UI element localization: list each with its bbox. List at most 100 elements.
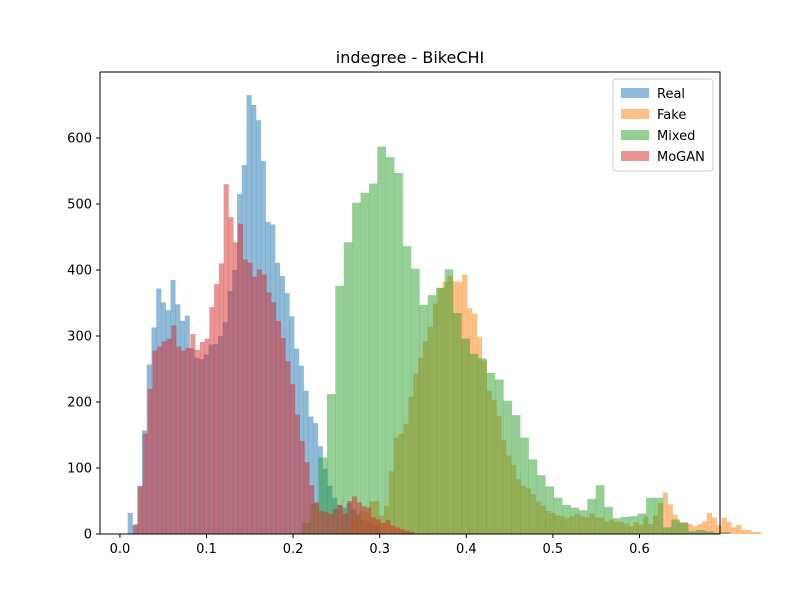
- bar-mixed: [562, 504, 571, 534]
- bar-mogan: [261, 274, 267, 534]
- bar-mixed: [620, 516, 630, 534]
- bar-mogan: [242, 259, 248, 534]
- bar-mixed: [486, 372, 496, 534]
- bar-fake: [692, 526, 698, 534]
- bar-mogan: [237, 223, 243, 535]
- y-tick-label: 300: [67, 330, 92, 345]
- bar-mixed: [326, 394, 336, 534]
- bar-mogan: [328, 513, 334, 534]
- bar-mogan: [195, 349, 201, 534]
- chart-title: indegree - BikeCHI: [336, 48, 484, 67]
- bar-mixed: [671, 519, 681, 534]
- bar-fake: [755, 532, 761, 534]
- bar-layer: [127, 95, 761, 535]
- bar-mixed: [444, 269, 454, 534]
- bar-mixed: [553, 497, 563, 534]
- bar-mixed: [352, 202, 361, 534]
- bar-mogan: [290, 384, 296, 534]
- bar-mogan: [275, 320, 281, 534]
- legend-label-mogan: MoGAN: [657, 150, 705, 165]
- y-tick-label: 600: [67, 132, 92, 147]
- bar-mogan: [332, 508, 339, 534]
- x-tick-label: 0.5: [543, 542, 564, 557]
- series-mogan: [133, 184, 415, 535]
- bar-mixed: [721, 532, 731, 534]
- x-tick-label: 0.0: [110, 542, 131, 557]
- bar-mixed: [385, 157, 395, 534]
- bar-mixed: [360, 192, 370, 534]
- bar-mogan: [185, 347, 191, 534]
- bar-mixed: [679, 522, 689, 534]
- bar-mogan: [304, 462, 310, 534]
- bar-mixed: [704, 531, 714, 534]
- bar-mixed: [478, 358, 487, 534]
- bar-mixed: [469, 353, 479, 534]
- bar-fake: [697, 524, 703, 534]
- bar-mogan: [385, 520, 391, 534]
- bar-mixed: [528, 459, 538, 534]
- bar-mogan: [133, 524, 139, 534]
- bar-mogan: [375, 519, 381, 534]
- bar-mixed: [335, 285, 345, 534]
- bar-mogan: [190, 334, 196, 534]
- bar-mogan: [252, 276, 258, 534]
- bar-mogan: [323, 512, 329, 534]
- bar-mogan: [147, 388, 153, 534]
- bar-mixed: [461, 338, 471, 534]
- bar-mogan: [214, 283, 220, 534]
- bar-mixed: [587, 499, 597, 534]
- bar-mixed: [494, 379, 504, 534]
- bar-mogan: [223, 184, 229, 534]
- y-tick-label: 100: [67, 462, 92, 477]
- bar-mixed: [410, 268, 420, 534]
- bar-mixed: [503, 400, 513, 534]
- bar-mogan: [313, 502, 320, 534]
- x-axis: 0.0 0.1 0.2 0.3 0.4 0.5 0.6: [110, 534, 650, 557]
- bar-mogan: [342, 513, 348, 534]
- bar-mixed: [604, 506, 613, 534]
- bar-fake: [711, 517, 717, 534]
- bar-mixed: [343, 242, 353, 534]
- bar-mixed: [402, 246, 412, 535]
- legend-box: [612, 78, 714, 172]
- y-axis: 0 100 200 300 400 500 600: [67, 132, 100, 543]
- bar-mogan: [280, 337, 286, 534]
- bar-mogan: [299, 440, 305, 534]
- bar-mogan: [152, 350, 158, 534]
- bar-mogan: [380, 522, 386, 534]
- bar-mogan: [138, 485, 144, 534]
- bar-fake: [721, 517, 727, 534]
- bar-mogan: [247, 262, 253, 534]
- bar-mogan: [347, 501, 353, 534]
- bar-mogan: [366, 507, 372, 534]
- x-tick-label: 0.6: [629, 542, 650, 557]
- bar-mixed: [629, 516, 639, 534]
- bar-mixed: [696, 530, 706, 534]
- bar-mixed: [654, 497, 664, 534]
- bar-mixed: [452, 312, 462, 534]
- bar-mogan: [394, 527, 400, 534]
- bar-mixed: [637, 513, 647, 534]
- bar-mogan: [404, 530, 410, 534]
- bar-mogan: [142, 433, 148, 534]
- bar-mixed: [511, 415, 521, 534]
- bar-mogan: [166, 338, 172, 534]
- bar-mogan: [228, 217, 234, 534]
- legend-swatch-real: [621, 88, 649, 98]
- bar-fake: [706, 512, 712, 534]
- bar-mogan: [294, 414, 301, 534]
- legend-label-mixed: Mixed: [657, 129, 695, 144]
- bar-fake: [662, 492, 668, 534]
- bar-mogan: [161, 341, 167, 534]
- bar-mixed: [688, 531, 697, 534]
- bar-mogan: [204, 338, 210, 534]
- axes-frame: [99, 71, 721, 535]
- bar-fake: [687, 524, 693, 534]
- x-tick-label: 0.3: [369, 542, 390, 557]
- bar-fake: [726, 522, 732, 534]
- bar-mixed: [595, 485, 605, 534]
- bar-mixed: [646, 497, 655, 534]
- bar-mogan: [337, 504, 343, 534]
- bar-mogan: [176, 346, 182, 534]
